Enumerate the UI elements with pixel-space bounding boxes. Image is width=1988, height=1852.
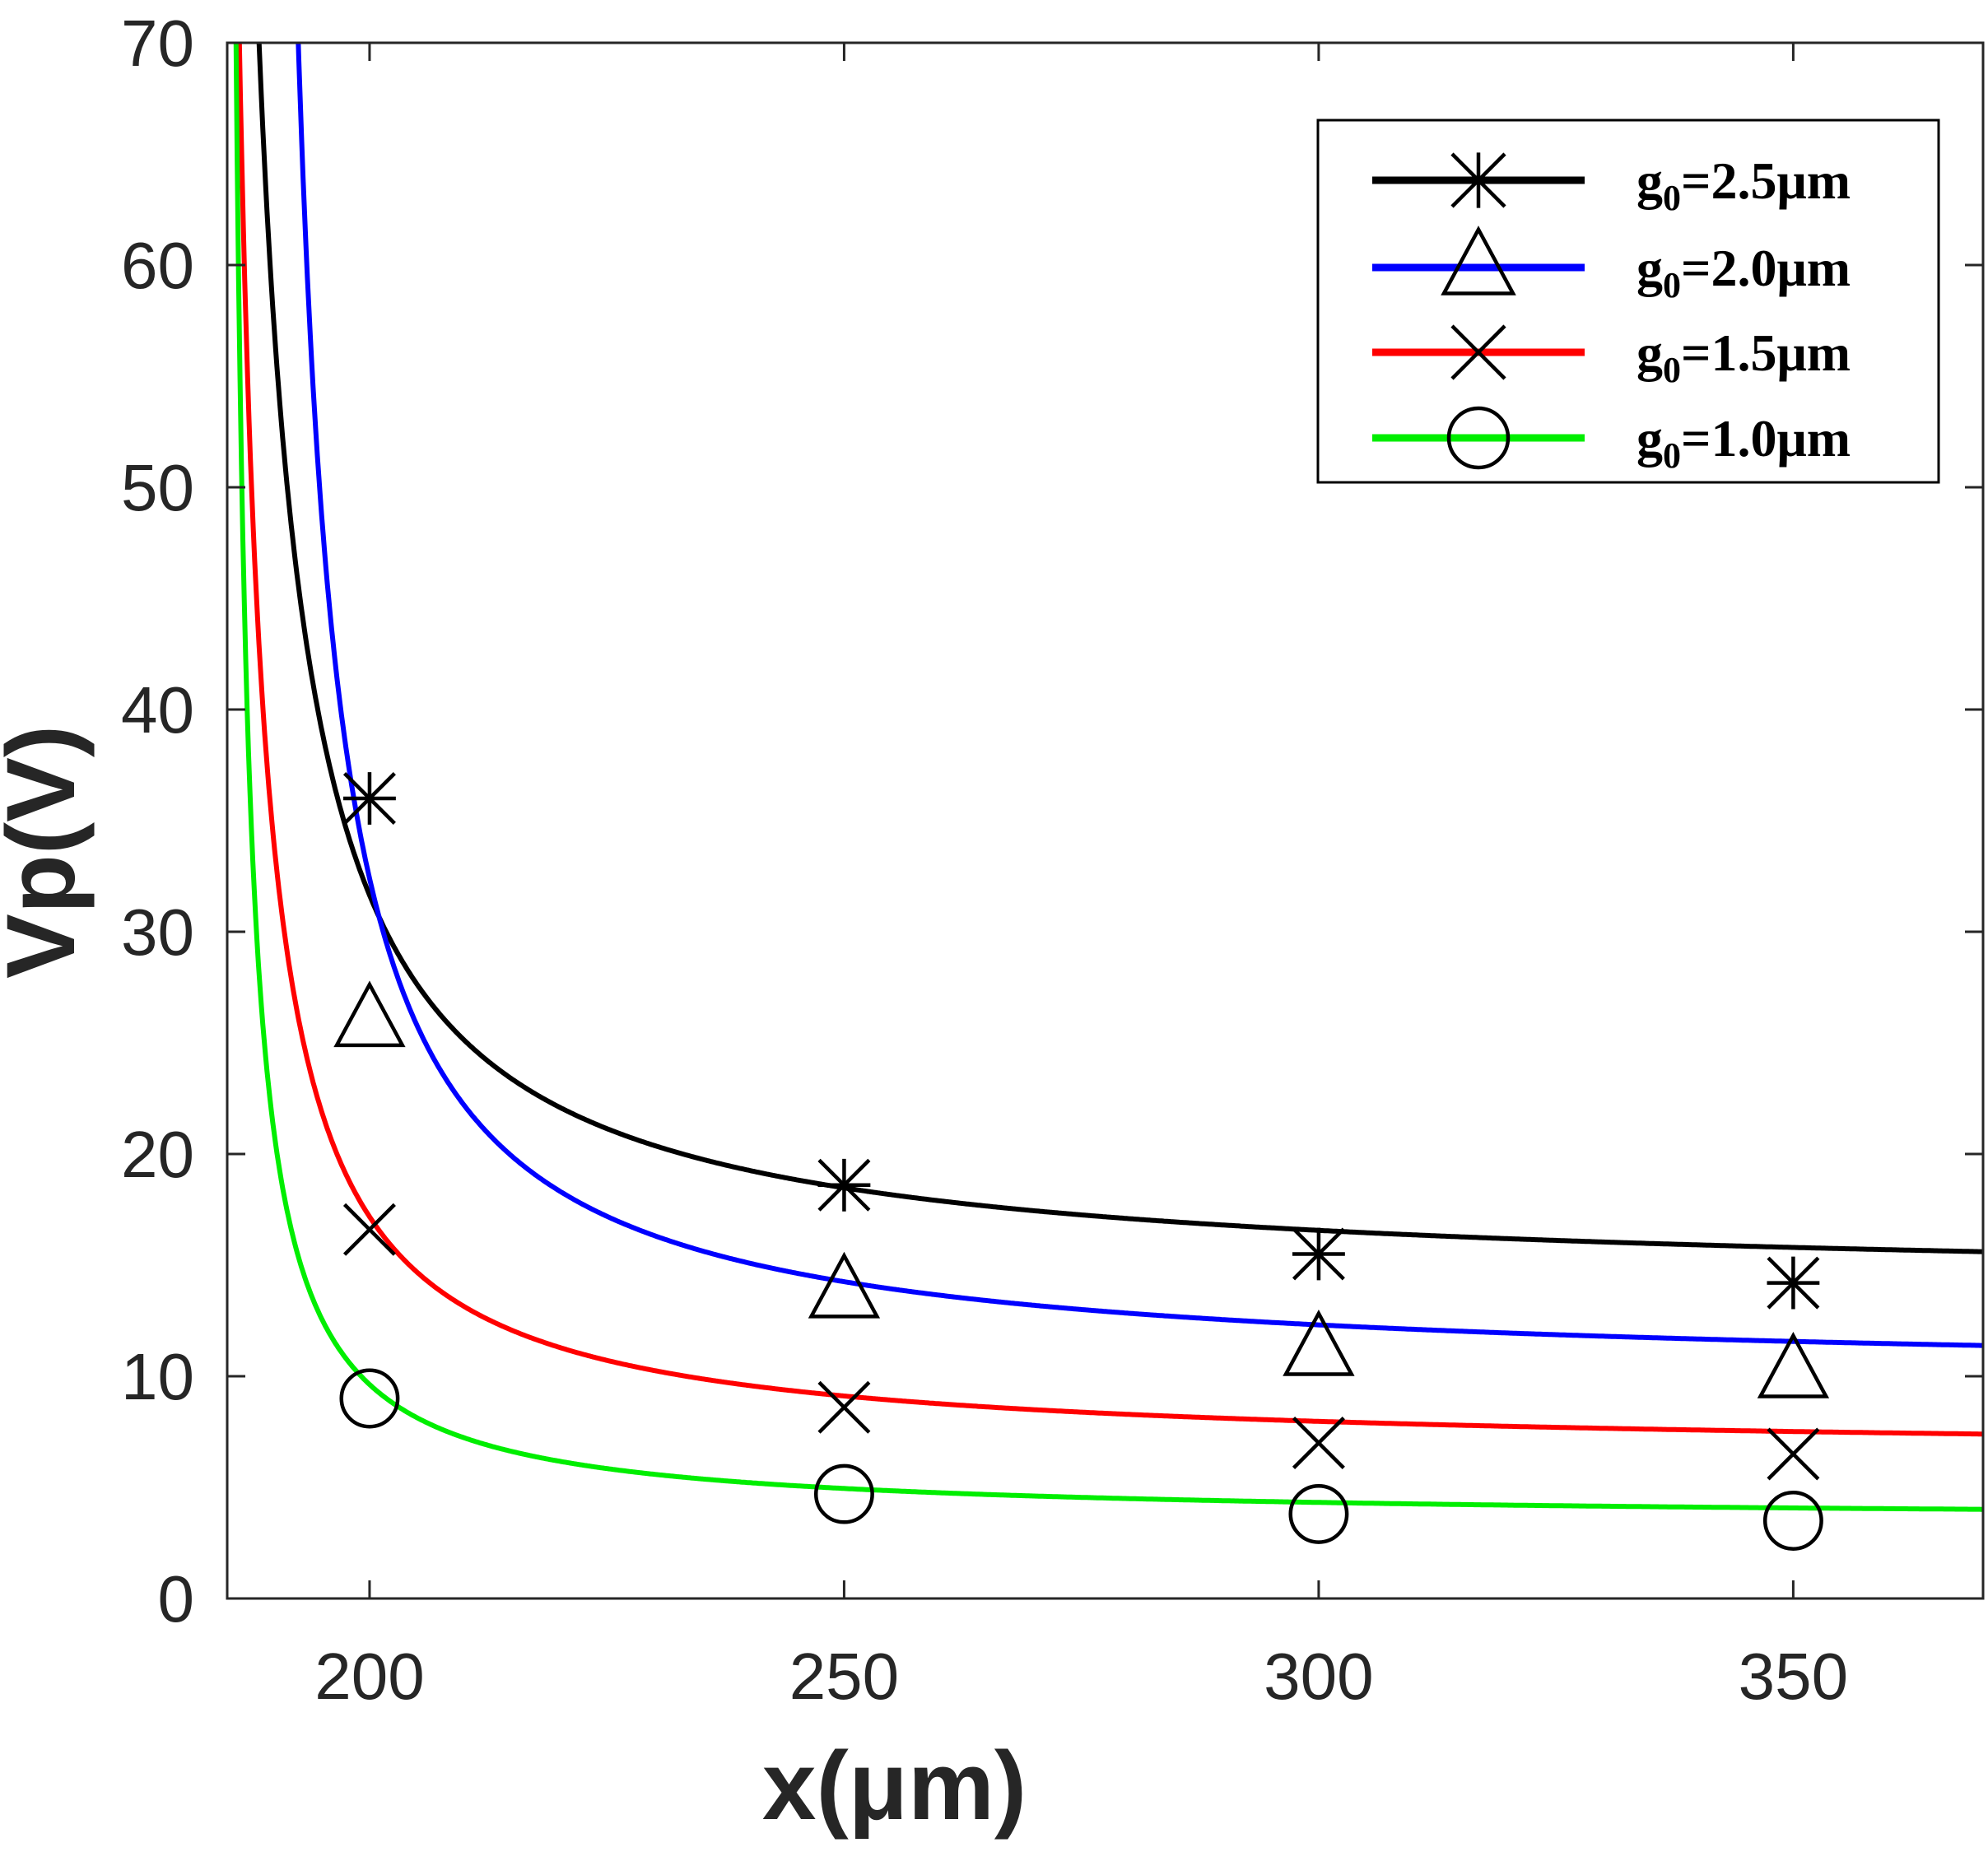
legend-label-rest: =1.0μm: [1681, 409, 1851, 468]
data-point-series-1: [342, 772, 396, 825]
y-tick-label: 0: [158, 1562, 195, 1636]
data-point-series-1: [817, 1158, 871, 1212]
legend-label: g0=1.0μm: [1636, 409, 1851, 476]
legend-label: g0=2.0μm: [1636, 239, 1851, 305]
legend-label-base: g: [1636, 151, 1663, 210]
legend-label-rest: =2.0μm: [1681, 239, 1851, 297]
y-tick-label: 70: [121, 7, 194, 80]
legend-label-rest: =2.5μm: [1681, 151, 1851, 210]
legend-label: g0=1.5μm: [1636, 323, 1851, 390]
curves-layer: [233, 43, 1983, 1512]
legend-label-subscript: 0: [1663, 178, 1681, 218]
legend-marker: [1450, 152, 1506, 208]
legend-label-base: g: [1636, 239, 1663, 297]
data-point-series-2: [1757, 1331, 1830, 1398]
data-point-series-2: [1283, 1309, 1355, 1376]
ticks-layer: 200 250 300 350 0 10 20 30 40 50 60 70: [121, 7, 1983, 1713]
series-line-3: [236, 43, 1983, 1437]
y-tick-label: 30: [121, 896, 194, 969]
series-line-1: [256, 43, 1983, 1254]
y-tick-label: 20: [121, 1118, 194, 1191]
legend-marker: [1446, 406, 1511, 470]
series-line-4: [233, 43, 1983, 1512]
data-point-series-3: [1292, 1417, 1345, 1469]
data-point-series-1: [1292, 1227, 1345, 1281]
legend-item-4: g0=1.0μm: [1372, 406, 1851, 476]
legend-label-subscript: 0: [1663, 265, 1681, 305]
y-tick-label: 60: [121, 229, 194, 302]
data-point-series-3: [1767, 1427, 1820, 1481]
x-axis-title: x(μm): [762, 1732, 1027, 1840]
legend-label-base: g: [1636, 323, 1663, 382]
data-point-series-1: [1767, 1256, 1820, 1310]
legend-item-3: g0=1.5μm: [1372, 323, 1851, 390]
data-point-series-4: [813, 1463, 874, 1524]
x-tick-label: 250: [789, 1640, 899, 1713]
data-point-series-4: [339, 1368, 400, 1429]
legend-label-subscript: 0: [1663, 350, 1681, 390]
legend-label: g0=2.5μm: [1636, 151, 1851, 218]
y-tick-label: 10: [121, 1340, 194, 1413]
y-tick-label: 40: [121, 673, 194, 747]
legend-label-base: g: [1636, 409, 1663, 468]
data-point-series-2: [333, 980, 406, 1048]
x-tick-label: 300: [1264, 1640, 1373, 1713]
data-point-series-4: [1288, 1483, 1349, 1544]
data-point-series-3: [817, 1380, 871, 1434]
x-tick-label: 200: [314, 1640, 424, 1713]
data-point-series-2: [808, 1251, 881, 1319]
markers-layer: [333, 772, 1830, 1551]
y-tick-label: 50: [121, 451, 194, 524]
data-point-series-3: [342, 1203, 396, 1256]
legend-item-2: g0=2.0μm: [1372, 226, 1851, 305]
legend-item-1: g0=2.5μm: [1372, 151, 1851, 218]
series-line-2: [296, 43, 1983, 1348]
y-axis-title: Vp(V): [0, 725, 95, 979]
x-tick-label: 350: [1739, 1640, 1848, 1713]
data-point-series-4: [1762, 1491, 1823, 1551]
legend-label-rest: =1.5μm: [1681, 323, 1851, 382]
legend-label-subscript: 0: [1663, 435, 1681, 476]
legend-marker: [1441, 226, 1516, 295]
plot-frame: [226, 41, 1985, 1600]
legend-marker: [1450, 324, 1506, 380]
